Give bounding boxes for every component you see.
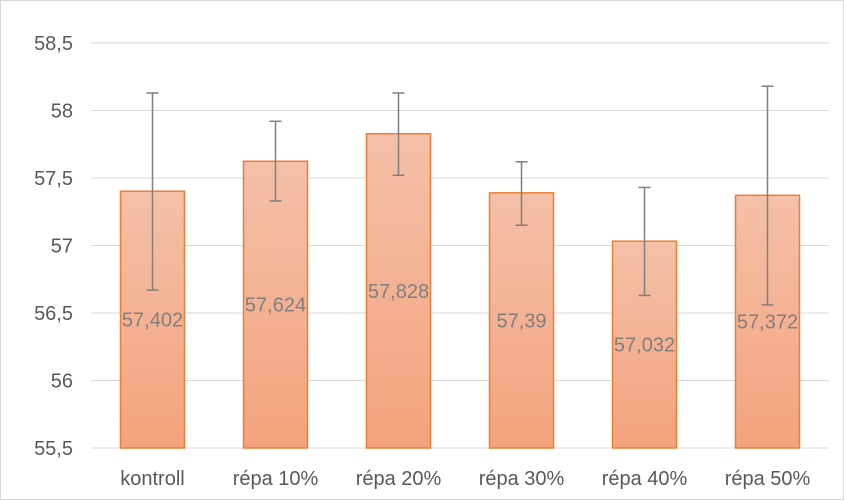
x-tick-label: répa 10% [233,468,319,490]
y-tick-label: 57 [51,236,73,258]
error-bar [392,92,405,177]
x-tick-label: répa 50% [725,468,811,490]
y-tick-label: 56 [51,371,73,393]
data-label: 57,39 [496,310,546,332]
data-labels: 57,402 57,624 57,828 57,39 57,032 57,372 [122,281,798,357]
error-bar [761,85,774,306]
bar [242,160,309,449]
error-bar [515,161,528,226]
y-tick-label: 58 [51,101,73,123]
x-axis-tick-labels: kontroll répa 10% répa 20% répa 30% répa 40%… [120,468,810,490]
bar [488,192,555,449]
y-tick-label: 57,5 [34,168,73,190]
error-bar [638,186,651,297]
data-label: 57,402 [122,310,183,332]
y-tick-label: 56,5 [34,303,73,325]
x-tick-label: kontroll [120,468,184,490]
bars [119,132,801,449]
x-tick-label: répa 40% [602,468,688,490]
x-tick-label: répa 20% [356,468,442,490]
y-axis-tick-labels: 55,5 56 56,5 57 57,5 58 58,5 [34,33,73,460]
gridlines [91,42,829,449]
data-label: 57,032 [614,335,675,357]
bar [365,132,432,449]
error-bar [269,120,282,202]
error-bar [146,92,159,291]
x-tick-label: répa 30% [479,468,565,490]
data-label: 57,624 [245,295,306,317]
data-label: 57,372 [737,312,798,334]
error-bars [146,85,774,306]
y-tick-label: 58,5 [34,33,73,55]
y-tick-label: 55,5 [34,438,73,460]
data-label: 57,828 [368,281,429,303]
